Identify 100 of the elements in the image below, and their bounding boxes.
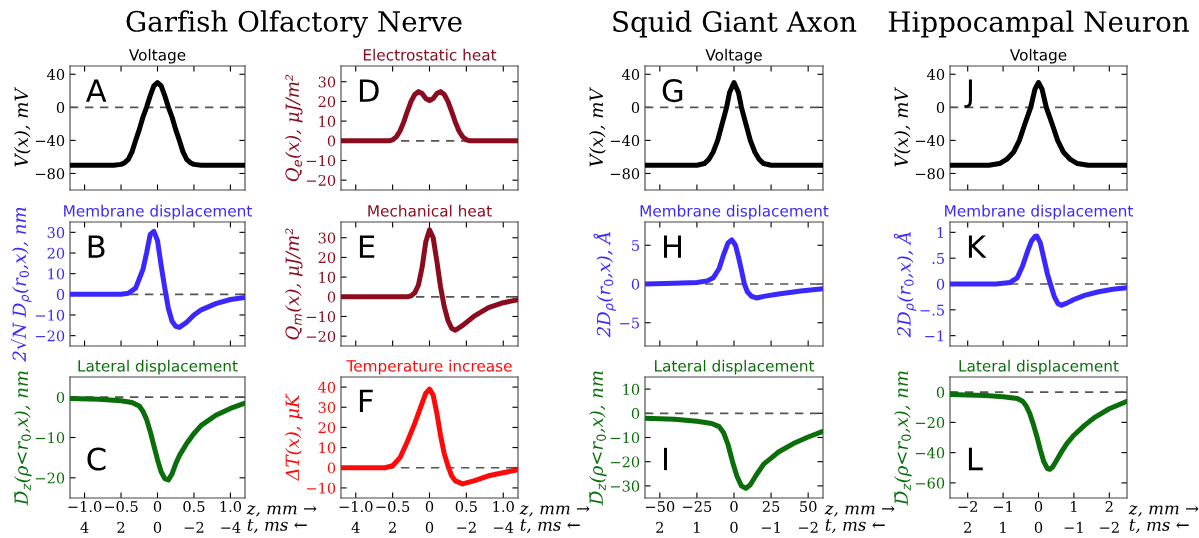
x2-tick-label: 2 <box>388 521 396 533</box>
chart-title: Voltage <box>1009 48 1067 64</box>
y-tick-label: 0 <box>631 278 640 290</box>
x-axis-title: z, mm → <box>246 505 317 517</box>
y-tick-label: 40 <box>47 68 65 81</box>
chart-subtitle: Squid Giant Axon <box>613 10 857 38</box>
y-tick-label: −40 <box>35 135 65 147</box>
y-tick-label: −20 <box>610 456 640 468</box>
x-tick-label: 0.5 <box>455 501 477 513</box>
y-tick-label: 30 <box>47 227 65 239</box>
y-tick-label: 0 <box>631 408 640 420</box>
x-axis-title: z, mm → <box>824 505 895 517</box>
annotation: L <box>968 447 983 471</box>
y-tick-label: 20 <box>318 252 336 264</box>
y-tick-label: .5 <box>932 253 945 264</box>
x2-tick-label: 2 <box>964 521 971 533</box>
y-tick-label: 0 <box>56 391 65 403</box>
y-tick-label: −30 <box>610 480 640 492</box>
y-tick-label: 0 <box>56 102 65 114</box>
chart-title: Lateral displacement <box>959 359 1119 375</box>
x-tick-label: 0 <box>153 501 162 513</box>
x2-tick-label: −4 <box>494 521 514 533</box>
annotation: A <box>85 79 107 102</box>
y-tick-label: 0 <box>327 291 336 303</box>
y-tick-label: −40 <box>915 135 945 147</box>
x-tick-label: 0 <box>730 501 738 513</box>
x2-axis-title: t, ms ← <box>520 519 580 533</box>
y-tick-label: 20 <box>47 247 65 259</box>
x2-tick-label: −2 <box>798 521 818 533</box>
y-tick-label: −10 <box>35 432 65 444</box>
y-tick-label: 0 <box>56 289 65 301</box>
x2-tick-label: 0 <box>425 521 434 533</box>
y-tick-label: 40 <box>622 68 640 81</box>
x2-tick-label: 1 <box>1000 521 1006 533</box>
y-tick-label: 40 <box>927 68 945 81</box>
annotation: I <box>664 447 668 471</box>
y-tick-label: −20 <box>306 330 336 342</box>
x2-tick-label: −2 <box>1100 521 1119 533</box>
x-tick-label: −0.5 <box>376 501 410 513</box>
annotation: C <box>87 447 106 471</box>
y-tick-label: −40 <box>915 447 945 459</box>
y-axis-title: 2D$_{ρ}$(r$_{0}$,x), Å <box>593 232 616 338</box>
x-tick-label: 0.5 <box>183 501 205 513</box>
y-tick-label: 30 <box>318 401 336 413</box>
x-tick-label: 0 <box>1034 501 1043 513</box>
y-tick-label: 40 <box>318 381 336 393</box>
x-tick-label: 2 <box>1105 501 1113 512</box>
y-tick-label: 0 <box>327 135 336 147</box>
y-tick-label: −20 <box>35 330 65 342</box>
y-tick-label: −80 <box>610 168 640 180</box>
chart-title: Electrostatic heat <box>363 48 497 61</box>
y-axis-title: D̄$_{z}$(ρ<r$_{0}$,x), nm <box>589 371 607 506</box>
y-tick-label: 0 <box>936 386 945 398</box>
x2-tick-label: 4 <box>351 521 360 533</box>
y-tick-label: 1 <box>937 227 944 238</box>
x2-tick-label: −4 <box>221 521 241 533</box>
y-tick-label: −10 <box>306 155 336 167</box>
x-tick-label: −0.5 <box>104 501 138 513</box>
x2-tick-label: 4 <box>80 521 89 533</box>
y-tick-label: 10 <box>48 268 65 280</box>
y-tick-label: 5 <box>632 240 640 251</box>
annotation: B <box>88 235 105 258</box>
y-tick-label: −80 <box>915 168 945 180</box>
x2-tick-label: −1 <box>761 521 780 533</box>
x2-tick-label: 2 <box>117 521 125 533</box>
x2-tick-label: −2 <box>457 521 476 533</box>
y-tick-label: 0 <box>327 462 336 474</box>
x-tick-label: 50 <box>800 501 817 513</box>
x2-tick-label: 0 <box>730 521 738 533</box>
x-tick-label: 0 <box>425 501 434 513</box>
chart-title: Voltage <box>705 48 762 64</box>
y-axis-title: V(x), mV <box>14 86 31 167</box>
y-tick-label: −10 <box>610 432 640 444</box>
chart-title: Membrane displacement <box>64 204 252 220</box>
x-tick-label: 1 <box>1071 501 1077 512</box>
chart-title: Lateral displacement <box>78 359 238 375</box>
y-axis-title: Q$_{e}$(x), μJ/m² <box>285 74 303 182</box>
x2-axis-title: t, ms ← <box>1129 519 1189 533</box>
y-axis-title: D̄$_{z}$(ρ<r$_{0}$,x), nm <box>894 371 912 506</box>
y-tick-label: 30 <box>318 232 336 244</box>
x-axis-title: z, mm → <box>519 505 590 517</box>
y-axis-title: V(x), mV <box>589 86 606 167</box>
y-tick-label: −60 <box>915 477 945 489</box>
y-axis-title: Q$_{m}$(x), μJ/m² <box>285 228 303 340</box>
y-tick-label: −.5 <box>920 304 945 316</box>
x-tick-label: −1.0 <box>339 501 373 513</box>
x-tick-label: −1.0 <box>68 501 102 513</box>
chart-title: Mechanical heat <box>368 204 492 217</box>
annotation: D <box>359 79 379 102</box>
x2-tick-label: 1 <box>694 521 700 533</box>
chart-subtitle: Garfish Olfactory Nerve <box>126 10 462 38</box>
y-tick-label: −20 <box>306 174 336 186</box>
y-tick-label: −40 <box>610 135 640 147</box>
y-axis-title: 2D$_{ρ}$(r$_{0}$,x), Å <box>893 232 917 338</box>
x2-axis-title: t, ms ← <box>247 519 307 533</box>
y-tick-label: 30 <box>318 76 336 88</box>
chart-title: Temperature increase <box>346 359 512 375</box>
y-tick-label: 0 <box>936 278 945 290</box>
y-tick-label: −5 <box>620 317 640 329</box>
x2-tick-label: −2 <box>184 521 204 533</box>
